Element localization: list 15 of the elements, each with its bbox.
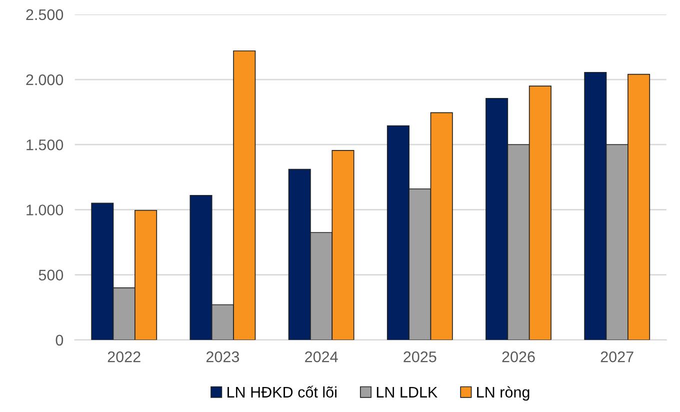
y-tick-label: 500 [38, 270, 64, 280]
y-tick-label: 1.500 [26, 139, 64, 150]
legend-label: LN LDLK [376, 386, 438, 398]
x-tick-label: 2026 [502, 351, 535, 362]
y-tick-label: 0 [56, 334, 64, 346]
x-tick-label: 2025 [404, 351, 436, 362]
x-tick-label: 2022 [108, 351, 140, 362]
legend-label: LN ròng [477, 386, 530, 401]
x-tick-label: 2027 [600, 351, 634, 362]
y-tick-label: 2.000 [26, 74, 64, 86]
y-tick-label: 1.000 [26, 204, 64, 216]
y-tick-label: 2.500 [26, 9, 64, 20]
x-tick-label: 2024 [305, 351, 338, 362]
legend-label: LN HĐKD cốt lõi [228, 386, 336, 398]
x-tick-label: 2023 [206, 351, 240, 362]
